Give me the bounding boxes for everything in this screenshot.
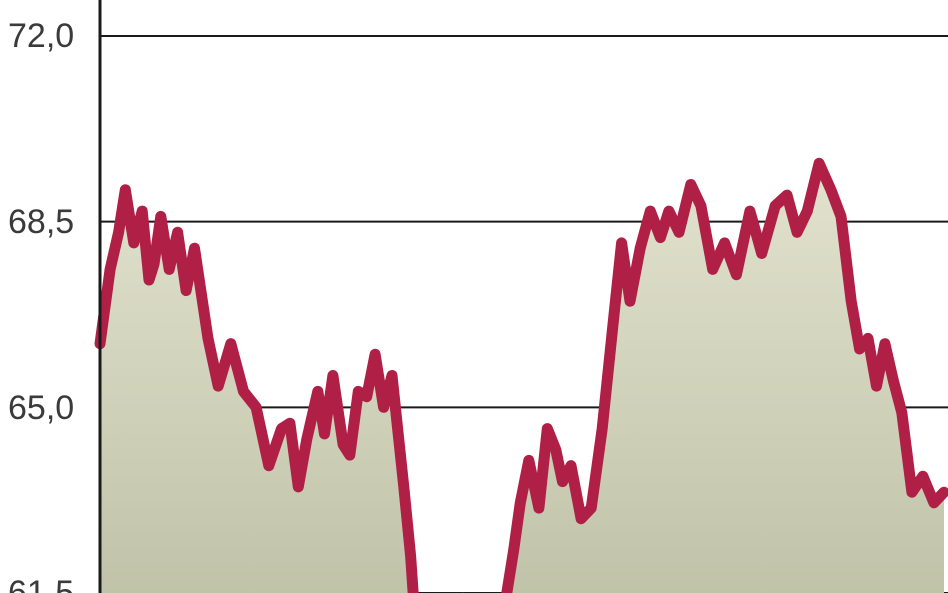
chart-container: 72,0 68,5 65,0 61,5 bbox=[0, 0, 948, 593]
y-tick-label: 61,5 bbox=[8, 574, 74, 593]
line-chart bbox=[0, 0, 948, 593]
y-tick-label: 65,0 bbox=[8, 389, 74, 428]
y-tick-label: 72,0 bbox=[8, 17, 74, 56]
y-tick-label: 68,5 bbox=[8, 203, 74, 242]
